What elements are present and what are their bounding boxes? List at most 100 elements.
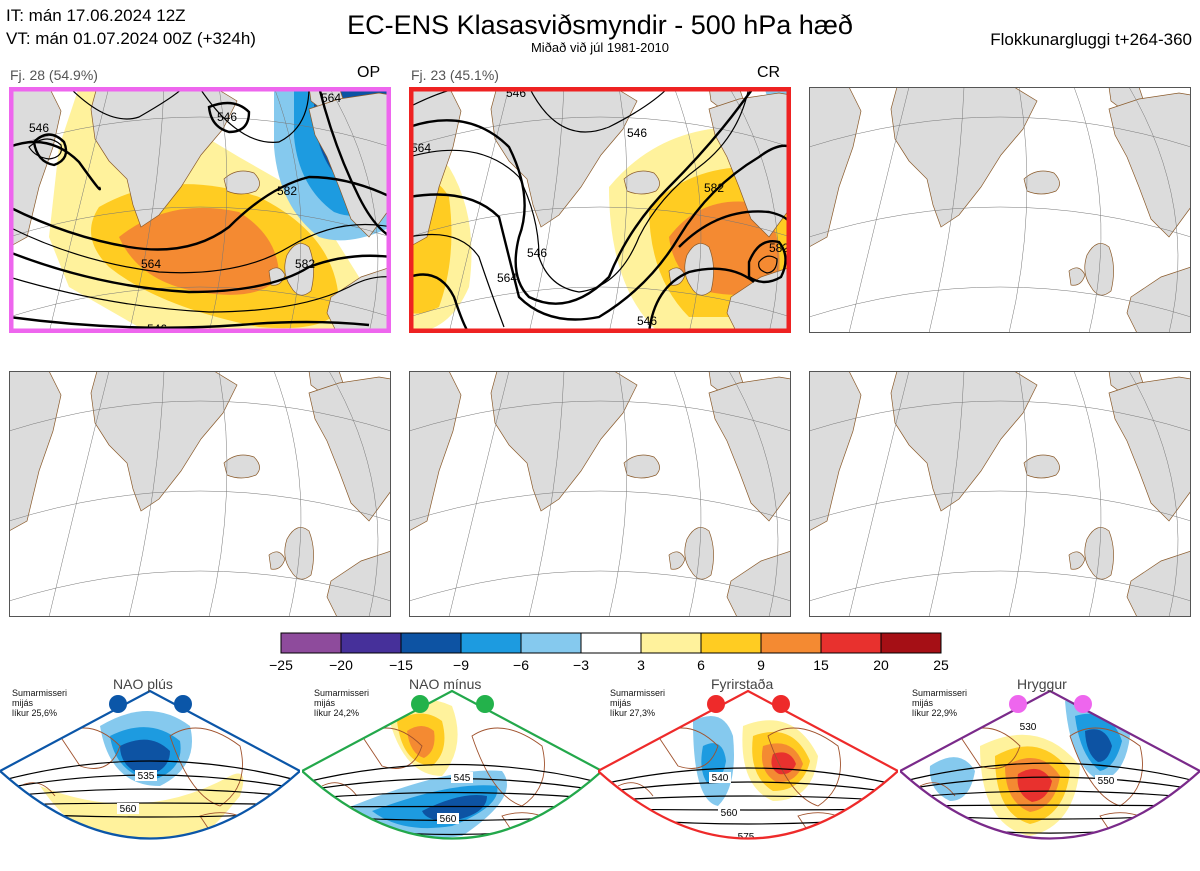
contour-label: 560 <box>721 808 738 819</box>
height-contour <box>198 87 310 143</box>
contour-label: 582 <box>277 184 297 198</box>
regime-svg: 540 560 575 <box>598 689 898 843</box>
initial-time: IT: mán 17.06.2024 12Z <box>6 6 186 25</box>
graticule-line <box>328 371 379 617</box>
graticule-line <box>528 371 565 617</box>
graticule-line <box>528 87 565 333</box>
coastline <box>169 727 243 807</box>
contour-label: 564 <box>321 91 341 105</box>
coastline <box>767 727 841 807</box>
cluster-panel-2[interactable]: 546 564 564 546 582 546 582 546 <box>409 87 791 333</box>
graticule-line <box>48 87 110 333</box>
page-subtitle: Miðað við júl 1981-2010 <box>530 40 670 55</box>
colorbar-segment <box>640 632 702 654</box>
contour-label: 575 <box>738 832 755 843</box>
map-land <box>809 371 1191 617</box>
land-mass <box>684 527 714 580</box>
regime-type: mijás <box>912 698 934 708</box>
land-mass <box>890 87 1038 228</box>
regime-likelihood: líkur 27,3% <box>610 708 656 718</box>
graticule-line <box>208 371 228 617</box>
land-mass <box>326 550 391 617</box>
cluster-panel-3 <box>809 87 1191 333</box>
contour-label: 546 <box>217 110 237 124</box>
colorbar-segment <box>820 632 882 654</box>
regime-frame <box>0 689 300 840</box>
regime-dot <box>1074 695 1092 713</box>
map-land <box>809 87 1191 333</box>
land-mass <box>490 87 638 228</box>
height-contour <box>32 133 68 167</box>
height-contour <box>9 250 391 294</box>
graticule-line <box>9 570 391 602</box>
graticule-line <box>9 286 391 318</box>
graticule-line <box>409 400 791 432</box>
height-contour <box>409 273 470 333</box>
regime-svg: 545 560 575 <box>302 689 602 840</box>
colorbar-tick-label: −25 <box>269 657 293 673</box>
contour-label: 564 <box>497 271 517 285</box>
regime-svg: 535 560 <box>0 689 300 840</box>
land-mass <box>1068 267 1086 286</box>
regime-likelihood: líkur 25,6% <box>12 708 58 718</box>
regime-title: NAO mínus <box>409 676 482 692</box>
map-graticule <box>409 371 791 617</box>
regime-dot <box>411 695 429 713</box>
panel-border <box>809 371 1191 617</box>
graticule-line <box>1128 87 1179 333</box>
coastline <box>1069 727 1143 807</box>
cluster-panel-6 <box>809 371 1191 617</box>
colorbar-tick-label: 25 <box>933 657 949 673</box>
regime-dot <box>707 695 725 713</box>
cluster-panel-1[interactable]: 546 546 564 582 564 582 546 <box>9 87 391 333</box>
contour-label: 564 <box>411 141 431 155</box>
regime-type: mijás <box>610 698 632 708</box>
regime-dot <box>174 695 192 713</box>
regime-title: NAO plús <box>113 676 173 692</box>
contour-labels: 540 560 575 <box>709 772 757 843</box>
graticule-line <box>409 286 791 318</box>
colorbar-tick-label: 6 <box>697 657 705 673</box>
contour-label: 560 <box>120 804 137 815</box>
contour-label: 582 <box>769 241 789 255</box>
cluster-panel-4 <box>9 371 391 617</box>
map-svg <box>809 371 1191 617</box>
regime-likelihood: líkur 22,9% <box>912 708 958 718</box>
land-mass <box>809 87 862 248</box>
land-mass <box>623 454 660 479</box>
contour-label: 582 <box>704 181 724 195</box>
header-times: IT: mán 17.06.2024 12Z VT: mán 01.07.202… <box>6 4 256 50</box>
regime-season: Sumarmisseri <box>314 688 370 698</box>
height-contour <box>758 255 778 274</box>
panel-border <box>9 371 391 617</box>
graticule-line <box>9 116 391 148</box>
land-mass <box>90 371 238 512</box>
colorbar-segment <box>700 632 762 654</box>
graticule-line <box>273 371 302 617</box>
graticule-line <box>928 371 965 617</box>
cluster-panel-5 <box>409 371 791 617</box>
height-contour <box>598 795 898 802</box>
graticule-line <box>728 87 779 333</box>
contour-label: 540 <box>712 773 729 784</box>
graticule-line <box>9 206 391 238</box>
graticule-line <box>48 371 110 617</box>
contour-label: 582 <box>295 257 315 271</box>
height-contour <box>598 781 898 794</box>
colorbar-tick-label: 3 <box>637 657 645 673</box>
height-contour <box>28 138 63 160</box>
land-mass <box>708 376 791 522</box>
colorbar-segment <box>460 632 522 654</box>
contour-label: 530 <box>1020 722 1037 733</box>
valid-time: VT: mán 01.07.2024 00Z (+324h) <box>6 29 256 48</box>
regime-info: Sumarmisseri mijás líkur 22,9% <box>912 688 967 718</box>
height-contour <box>9 315 370 329</box>
land-mass <box>1126 266 1191 333</box>
contour-label: 546 <box>147 322 167 333</box>
anomaly-region <box>120 739 170 776</box>
classification-window: Flokkunargluggi t+264-360 <box>990 30 1192 49</box>
cluster-2-tag: CR <box>757 64 781 81</box>
height-contour <box>900 790 1200 799</box>
land-mass <box>223 454 260 479</box>
